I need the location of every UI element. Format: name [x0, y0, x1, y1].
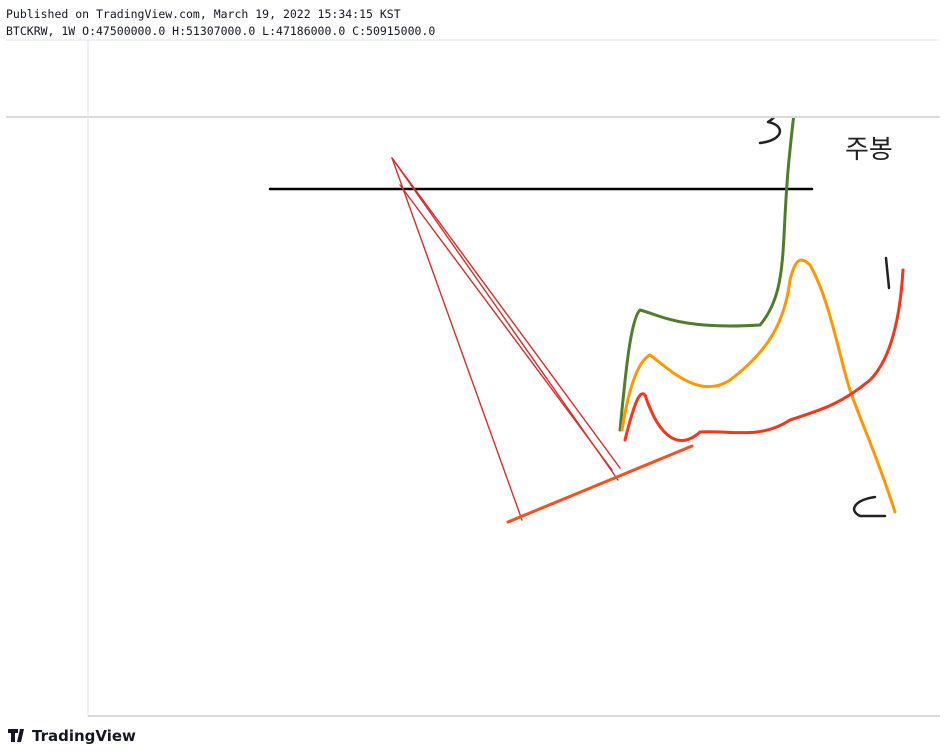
scenario-curve: [620, 258, 897, 514]
logo-mark: [8, 729, 24, 742]
symbol-line: BTCKRW, 1W O:47500000.0 H:51307000.0 L:4…: [6, 24, 435, 38]
drawings: [268, 118, 905, 524]
support-drawing: [506, 444, 694, 524]
scenario-curve: [618, 118, 796, 432]
brand-text: TradingView: [32, 727, 136, 745]
handwritten-mark: [852, 495, 887, 518]
handwritten-mark: [884, 256, 891, 290]
handwritten-mark: [758, 118, 781, 145]
published-line: Published on TradingView.com, March 19, …: [6, 7, 401, 21]
brand-logo: TradingView: [8, 727, 136, 745]
fan-line: [391, 157, 523, 521]
annotation: 주봉: [845, 135, 893, 165]
fan-line: [399, 184, 613, 471]
fan-line: [391, 157, 621, 469]
scenario-curve: [623, 268, 905, 442]
